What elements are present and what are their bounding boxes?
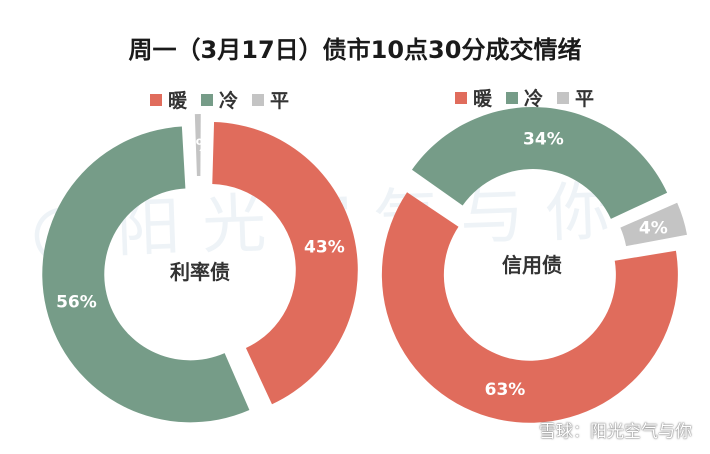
slice-label-cold: 56% bbox=[56, 292, 97, 312]
legend-item-warm: 暖 bbox=[455, 84, 492, 111]
legend-swatch-cold bbox=[506, 91, 519, 104]
legend-item-flat: 平 bbox=[557, 84, 594, 111]
slice-label-flat: 1% bbox=[184, 136, 213, 156]
legend-label-warm: 暖 bbox=[473, 88, 493, 110]
slice-warm bbox=[212, 122, 358, 405]
chart-title: 周一（3月17日）债市10点30分成交情绪 bbox=[128, 36, 582, 64]
legend-item-cold: 冷 bbox=[201, 86, 238, 113]
donut-chart-rate-bond: 43% 56% 1% 利率债 bbox=[42, 114, 358, 423]
slice-flat bbox=[194, 114, 201, 177]
slice-label-warm: 63% bbox=[485, 380, 526, 400]
slice-cold bbox=[42, 126, 250, 423]
slice-label-cold: 34% bbox=[523, 130, 564, 150]
legend-swatch-warm bbox=[455, 91, 467, 104]
slice-label-warm: 43% bbox=[304, 237, 345, 257]
slice-label-flat: 4% bbox=[639, 219, 668, 239]
legend-item-warm: 暖 bbox=[150, 86, 187, 113]
legend-left: 暖 冷 平 bbox=[150, 86, 303, 113]
donut-chart-credit-bond: 63% 34% 4% 信用债 bbox=[381, 107, 688, 423]
legend-label-cold: 冷 bbox=[524, 88, 544, 110]
legend-label-flat: 平 bbox=[575, 88, 595, 110]
donut-center-label: 信用债 bbox=[502, 253, 562, 277]
slice-warm bbox=[381, 192, 678, 423]
footer-watermark: 雪球：阳光空气与你 bbox=[539, 422, 692, 442]
legend-label-cold: 冷 bbox=[219, 90, 239, 112]
legend-swatch-warm bbox=[150, 93, 162, 106]
slice-cold bbox=[411, 107, 668, 219]
legend-swatch-cold bbox=[201, 93, 214, 106]
legend-item-flat: 平 bbox=[252, 86, 289, 113]
legend-swatch-flat bbox=[252, 93, 265, 106]
slice-flat bbox=[620, 202, 688, 247]
legend-label-flat: 平 bbox=[270, 90, 290, 112]
legend-item-cold: 冷 bbox=[506, 84, 543, 111]
legend-label-warm: 暖 bbox=[168, 90, 188, 112]
legend-swatch-flat bbox=[557, 91, 570, 104]
donut-center-label: 利率债 bbox=[170, 260, 230, 284]
legend-right: 暖 冷 平 bbox=[455, 84, 608, 111]
